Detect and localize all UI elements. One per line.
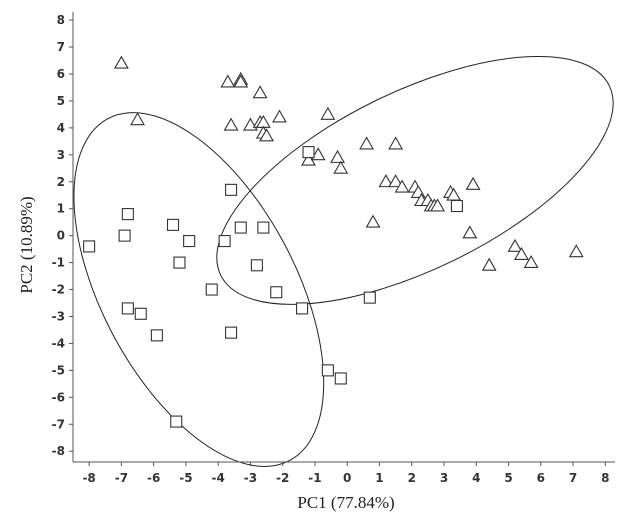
y-tick-label: 5 (57, 94, 65, 108)
square-point (218, 234, 231, 248)
square-point (321, 364, 334, 377)
x-tick-label: -7 (115, 471, 128, 485)
cluster-ellipses (73, 55, 614, 467)
cluster-ellipse (73, 112, 325, 467)
y-tick-label: 7 (57, 40, 65, 54)
triangle-point (233, 74, 249, 88)
square-point (83, 240, 96, 253)
y-tick-label: 3 (57, 148, 65, 162)
square-point (118, 229, 131, 242)
x-tick-label: 6 (537, 471, 545, 485)
triangle-point (481, 257, 497, 271)
square-point (250, 259, 263, 272)
y-tick-label: 8 (57, 13, 65, 27)
triangle-point (330, 149, 345, 163)
triangle-point (568, 244, 584, 258)
x-tick-label: 5 (504, 471, 512, 485)
square-point (363, 291, 376, 304)
triangle-point (462, 225, 478, 239)
square-point (166, 218, 180, 231)
x-tick-label: 1 (375, 471, 383, 485)
y-tick-label: 2 (57, 175, 65, 189)
y-tick-label: 1 (57, 202, 65, 216)
y-tick-label: -5 (52, 363, 65, 377)
triangle-point (272, 109, 287, 123)
triangle-point (388, 136, 404, 150)
triangle-point (513, 246, 529, 260)
x-tick-label: -4 (212, 471, 225, 485)
triangle-point (223, 117, 239, 131)
y-tick-label: 4 (57, 121, 65, 135)
triangle-point (333, 160, 349, 174)
square-point (225, 183, 238, 196)
triangle-point (365, 214, 381, 228)
square-point (121, 302, 134, 315)
x-tick-label: 4 (472, 471, 480, 485)
square-point (173, 256, 186, 269)
y-tick-label: -2 (52, 283, 65, 297)
y-tick-label: -3 (52, 309, 65, 323)
square-point (183, 234, 196, 248)
square-point (170, 415, 183, 428)
square-point (134, 307, 147, 320)
triangle-point (359, 136, 375, 150)
square-point (205, 283, 218, 296)
data-points (83, 55, 584, 428)
square-point (270, 286, 283, 299)
triangle-point (113, 55, 129, 69)
triangle-point (507, 238, 523, 252)
y-tick-label: -7 (52, 417, 65, 431)
y-axis-ticks: 8 7 6 5 4 3 2 1 0 -1 -2 -3 -4 -5 -6 -7 -8 (52, 13, 73, 458)
x-tick-label: -8 (82, 471, 95, 485)
triangle-point (394, 179, 410, 193)
triangle-point (465, 176, 481, 190)
y-tick-label: -6 (52, 390, 65, 404)
x-tick-label: 3 (440, 471, 448, 485)
triangle-point (523, 254, 539, 269)
triangle-point (252, 85, 268, 99)
square-point (296, 302, 309, 315)
square-point (334, 372, 347, 385)
square-point (257, 221, 270, 234)
triangle-point (430, 198, 446, 212)
cluster-ellipse (216, 55, 614, 305)
y-tick-label: 0 (57, 229, 65, 243)
y-tick-label: -1 (52, 256, 65, 270)
x-tick-label: 0 (343, 471, 351, 485)
square-point (121, 208, 134, 221)
triangle-point (320, 106, 336, 120)
y-axis-title: PC2 (10.89%) (17, 196, 36, 293)
square-point (450, 199, 463, 213)
x-tick-label: 2 (408, 471, 416, 485)
triangle-point (388, 174, 404, 188)
x-tick-label: -5 (179, 471, 192, 485)
x-axis-title: PC1 (77.84%) (297, 493, 394, 512)
square-point (234, 221, 247, 234)
x-tick-label: -2 (276, 471, 289, 485)
square-point (225, 326, 238, 339)
x-tick-label: -6 (147, 471, 160, 485)
triangle-point (130, 112, 145, 126)
x-tick-label: 7 (569, 471, 577, 485)
triangle-point (259, 128, 275, 142)
triangle-point (310, 147, 326, 161)
y-tick-label: -8 (52, 444, 65, 458)
y-tick-label: 6 (57, 67, 65, 81)
square-point (302, 146, 315, 159)
y-tick-label: -4 (52, 336, 65, 350)
triangle-point (378, 174, 394, 188)
x-tick-label: -3 (244, 471, 257, 485)
x-tick-label: 8 (601, 471, 609, 485)
triangle-point (220, 74, 236, 88)
square-point (150, 329, 163, 342)
x-axis-ticks: -8 -7 -6 -5 -4 -3 -2 -1 0 1 2 3 4 5 6 7 8 (82, 462, 610, 485)
x-tick-label: -1 (308, 471, 321, 485)
